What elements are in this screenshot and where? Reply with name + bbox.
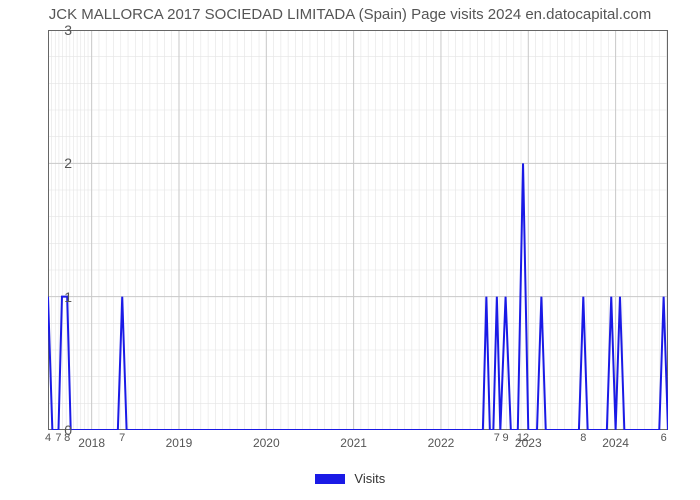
data-point-label: 6 — [661, 432, 667, 444]
x-tick-label: 2018 — [78, 436, 105, 450]
data-point-label: 9 — [503, 432, 509, 444]
data-point-label: 7 — [494, 432, 500, 444]
x-tick-label: 2024 — [602, 436, 629, 450]
data-point-label: 8 — [580, 432, 586, 444]
y-tick-label: 3 — [52, 22, 72, 38]
data-point-label: 7 — [55, 432, 61, 444]
legend: Visits — [0, 470, 700, 486]
x-tick-label: 2020 — [253, 436, 280, 450]
legend-swatch — [315, 474, 345, 484]
plot-area — [48, 30, 668, 430]
legend-label: Visits — [354, 471, 385, 486]
y-tick-label: 2 — [52, 155, 72, 171]
x-tick-label: 2021 — [340, 436, 367, 450]
data-point-label: 4 — [45, 432, 51, 444]
data-point-label: 8 — [64, 432, 70, 444]
y-tick-label: 1 — [52, 289, 72, 305]
chart-container: JCK MALLORCA 2017 SOCIEDAD LIMITADA (Spa… — [0, 0, 700, 500]
x-tick-label: 2019 — [166, 436, 193, 450]
x-tick-label: 2022 — [428, 436, 455, 450]
data-point-label: 7 — [119, 432, 125, 444]
chart-title: JCK MALLORCA 2017 SOCIEDAD LIMITADA (Spa… — [0, 6, 700, 23]
data-point-label: 12 — [517, 432, 529, 444]
plot-svg — [48, 30, 668, 430]
